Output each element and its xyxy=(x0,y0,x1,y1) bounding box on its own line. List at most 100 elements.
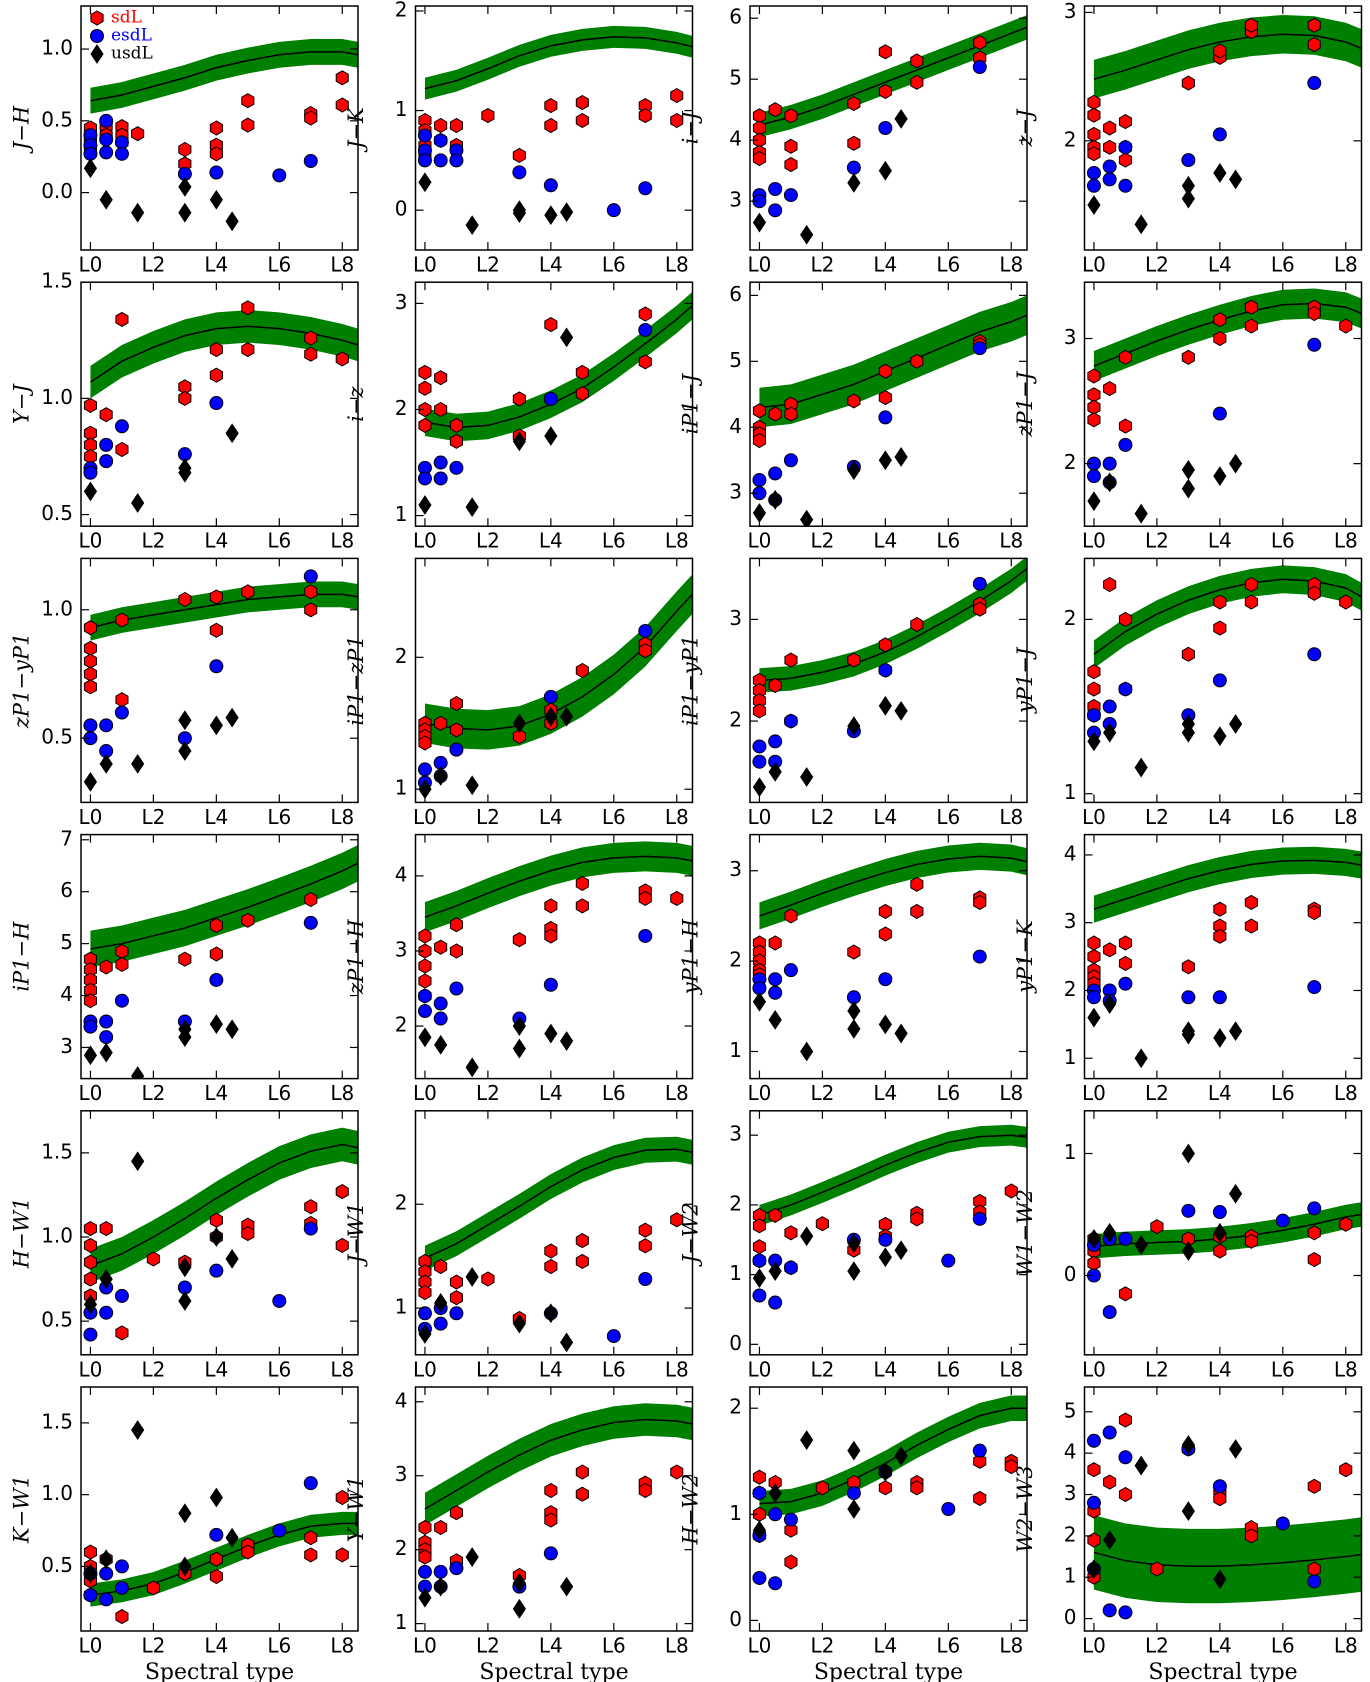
data-point xyxy=(910,876,924,892)
data-point xyxy=(768,1576,783,1591)
data-point xyxy=(433,455,448,470)
x-tick-label: L4 xyxy=(204,1634,228,1658)
y-tick-label: 3 xyxy=(729,857,742,881)
data-point xyxy=(1118,437,1133,452)
data-point xyxy=(304,1199,318,1215)
data-point xyxy=(209,715,223,736)
x-tick-label: L0 xyxy=(413,1634,437,1658)
data-point xyxy=(304,891,318,908)
data-point xyxy=(1307,1561,1321,1577)
y-tick-label: 1.0 xyxy=(41,596,73,620)
x-tick-label: L0 xyxy=(1082,1634,1106,1658)
y-tick-label: 4 xyxy=(395,1388,408,1412)
data-point xyxy=(878,160,892,181)
x-tick-label: L4 xyxy=(539,1081,563,1105)
data-point xyxy=(209,367,223,383)
x-axis-label: Spectral type xyxy=(145,1660,294,1682)
data-point xyxy=(1307,1574,1322,1589)
data-point xyxy=(800,1041,814,1062)
y-axis-label: J−H xyxy=(10,105,34,154)
data-point xyxy=(575,1233,589,1249)
data-point xyxy=(544,98,558,114)
data-point xyxy=(575,1253,589,1269)
data-point xyxy=(417,1306,432,1321)
y-tick-label: 0.5 xyxy=(41,1308,73,1332)
data-point xyxy=(1102,172,1117,187)
axes-frame xyxy=(414,557,694,804)
data-point xyxy=(83,481,98,502)
data-point xyxy=(559,327,574,348)
data-point xyxy=(575,364,589,380)
data-point xyxy=(1307,1201,1322,1216)
y-tick-label: 5 xyxy=(729,66,742,90)
data-point xyxy=(99,1042,113,1063)
plot-area xyxy=(1086,1143,1362,1320)
data-point xyxy=(543,977,558,992)
y-axis-label: J−W1 xyxy=(344,1202,368,1267)
data-point xyxy=(638,306,652,322)
data-point xyxy=(894,1240,908,1261)
fit-line xyxy=(90,1522,358,1596)
data-point xyxy=(752,473,767,488)
data-point xyxy=(1118,1486,1132,1503)
y-tick-label: 1.0 xyxy=(41,1481,73,1505)
y-tick-label: 1 xyxy=(395,1610,408,1634)
data-point xyxy=(83,1254,97,1270)
y-tick-label: 1.0 xyxy=(41,385,73,409)
data-point xyxy=(1213,312,1227,328)
data-point xyxy=(972,1211,987,1226)
data-point xyxy=(418,958,432,974)
data-point xyxy=(941,1502,956,1516)
data-point xyxy=(783,453,798,468)
data-point xyxy=(83,771,98,792)
plot-area xyxy=(83,844,358,1079)
data-point xyxy=(1212,1205,1227,1220)
data-point xyxy=(449,1306,464,1321)
plot-area xyxy=(1086,1412,1362,1620)
data-point xyxy=(209,1487,223,1508)
fit-line xyxy=(759,314,1027,409)
data-point xyxy=(1213,1243,1227,1259)
data-point xyxy=(575,898,589,914)
plot-area xyxy=(417,841,693,1078)
data-point xyxy=(512,1016,526,1036)
data-point xyxy=(878,637,892,653)
data-point xyxy=(417,153,432,168)
data-point xyxy=(178,591,192,608)
data-point xyxy=(1086,1495,1101,1510)
data-point xyxy=(1307,1252,1321,1268)
data-point xyxy=(784,908,798,924)
data-point xyxy=(544,1303,558,1324)
data-point xyxy=(225,1527,239,1548)
data-point xyxy=(449,153,464,168)
x-tick-label: L6 xyxy=(1271,529,1295,553)
data-point xyxy=(1228,1183,1243,1204)
data-point xyxy=(559,1332,574,1353)
data-point xyxy=(752,739,767,754)
legend-marker xyxy=(90,44,104,64)
y-tick-label: 5 xyxy=(60,930,73,954)
data-point xyxy=(768,1295,783,1310)
y-axis-label: Y−J xyxy=(10,383,34,424)
x-tick-label: L4 xyxy=(1208,1634,1232,1658)
data-point xyxy=(512,165,527,180)
data-point xyxy=(847,652,861,668)
x-tick-label: L8 xyxy=(999,1634,1023,1658)
data-point xyxy=(1134,1455,1148,1476)
data-point xyxy=(1103,120,1117,136)
y-axis-label: J−K xyxy=(344,106,368,153)
data-point xyxy=(178,1556,192,1577)
fit-band xyxy=(1093,1515,1362,1604)
data-point xyxy=(83,158,98,179)
x-tick-label: L2 xyxy=(1145,1357,1169,1381)
fit-band xyxy=(90,844,358,967)
data-point xyxy=(1212,127,1227,142)
data-point xyxy=(1228,453,1243,474)
data-point xyxy=(241,584,255,600)
y-tick-label: 6 xyxy=(729,5,742,29)
y-tick-label: 1 xyxy=(729,1261,742,1285)
data-point xyxy=(1087,664,1101,680)
data-point xyxy=(1212,406,1227,421)
data-point xyxy=(449,742,464,757)
data-point xyxy=(768,1507,783,1522)
